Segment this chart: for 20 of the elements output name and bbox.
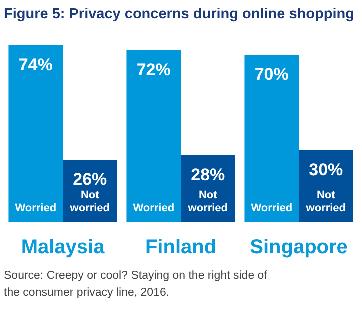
- chart-title: Figure 5: Privacy concerns during online shopping: [4, 6, 354, 23]
- data-label: 26%: [73, 170, 108, 190]
- text: Worried: [133, 202, 175, 215]
- data-label: 70%: [254, 65, 289, 84]
- data-label: 74%: [18, 56, 53, 75]
- x-tick-label: Finland: [145, 236, 217, 259]
- x-tick-label: Singapore: [250, 236, 348, 259]
- data-label: 72%: [136, 60, 171, 80]
- data-label: 28%: [191, 165, 226, 184]
- source-note: Source: Creepy or cool? Staying on the right side of the consumer privacy line, 2016.: [4, 269, 268, 301]
- bar: [8, 45, 63, 222]
- bar: [126, 50, 181, 222]
- text: Worried: [15, 202, 57, 215]
- text: Not worried: [188, 190, 228, 215]
- series-label: Not worried: [305, 190, 346, 215]
- data-label: 30%: [309, 160, 344, 180]
- bar: [244, 54, 299, 222]
- text: Not worried: [70, 190, 110, 215]
- series-label: Worried: [251, 202, 293, 215]
- x-tick-label: Malaysia: [21, 236, 106, 259]
